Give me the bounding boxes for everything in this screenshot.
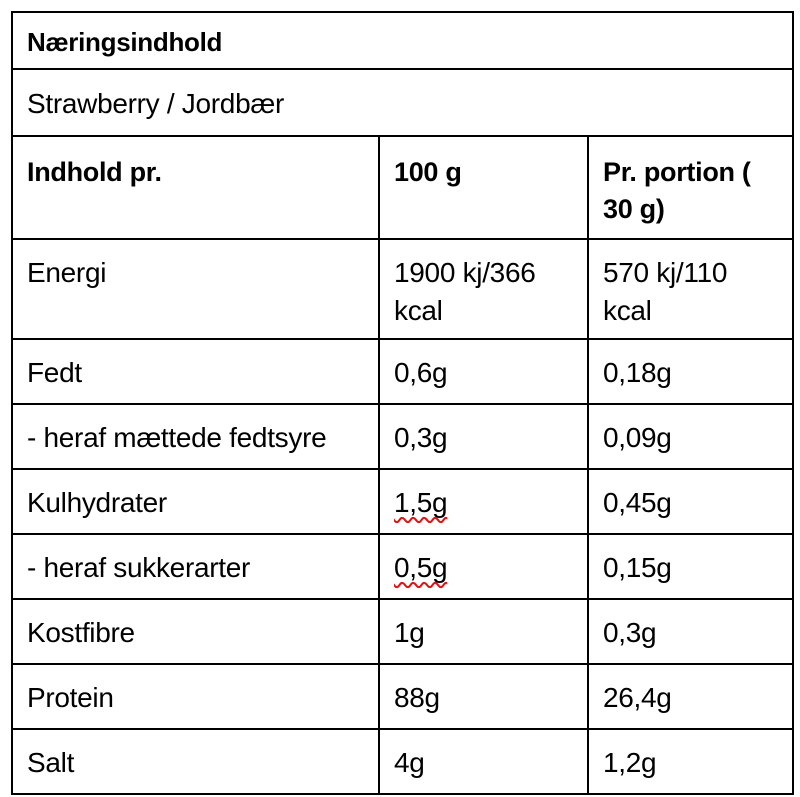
flavor-name: Strawberry / Jordbær [10, 68, 795, 138]
nutrition-row-maettede-fedtsyre: - heraf mættede fedtsyre 0,3g 0,09g [11, 402, 795, 470]
nutrition-row-protein: Protein 88g 26,4g [11, 662, 795, 730]
value-per-100g: 0,6g [378, 337, 589, 405]
value-per-100g: 1g [378, 597, 589, 665]
value-per-100g: 1900 kj/366 kcal [378, 238, 589, 340]
value-per-portion: 0,15g [586, 532, 795, 600]
row-label: Salt [11, 727, 380, 795]
table-title-row: Næringsindhold [10, 10, 795, 71]
value-per-portion: 0,3g [586, 597, 795, 665]
column-header-100g: 100 g [378, 135, 589, 241]
spellcheck-flagged-value: 0,5g [394, 551, 448, 583]
value-per-100g: 0,3g [378, 402, 589, 470]
column-header-label: Indhold pr. [11, 135, 380, 241]
nutrition-row-energi: Energi 1900 kj/366 kcal 570 kj/110 kcal [11, 238, 795, 340]
spellcheck-flagged-value: 1,5g [394, 486, 448, 518]
column-header-row: Indhold pr. 100 g Pr. portion ( 30 g) [11, 135, 795, 241]
column-header-portion: Pr. portion ( 30 g) [586, 135, 795, 241]
value-per-portion: 0,18g [586, 337, 795, 405]
row-label: Energi [11, 238, 380, 340]
row-label: Fedt [11, 337, 380, 405]
nutrition-row-sukkerarter: - heraf sukkerarter 0,5g 0,15g [11, 532, 795, 600]
value-per-100g: 4g [378, 727, 589, 795]
nutrition-row-fedt: Fedt 0,6g 0,18g [11, 337, 795, 405]
nutrition-row-kostfibre: Kostfibre 1g 0,3g [11, 597, 795, 665]
value-per-portion: 0,09g [586, 402, 795, 470]
value-per-100g[interactable]: 0,5g [378, 532, 589, 600]
row-label: Protein [11, 662, 380, 730]
row-label: Kulhydrater [11, 467, 380, 535]
value-per-100g[interactable]: 1,5g [378, 467, 589, 535]
nutrition-table[interactable]: Næringsindhold Strawberry / Jordbær Indh… [10, 10, 795, 795]
row-label: Kostfibre [11, 597, 380, 665]
table-title: Næringsindhold [10, 10, 795, 71]
flavor-row: Strawberry / Jordbær [10, 68, 795, 138]
value-per-portion: 1,2g [586, 727, 795, 795]
nutrition-row-kulhydrater: Kulhydrater 1,5g 0,45g [11, 467, 795, 535]
row-label: - heraf sukkerarter [11, 532, 380, 600]
value-per-portion: 570 kj/110 kcal [586, 238, 795, 340]
value-per-100g: 88g [378, 662, 589, 730]
row-label: - heraf mættede fedtsyre [11, 402, 380, 470]
value-per-portion: 0,45g [586, 467, 795, 535]
value-per-portion: 26,4g [586, 662, 795, 730]
nutrition-row-salt: Salt 4g 1,2g [11, 727, 795, 795]
